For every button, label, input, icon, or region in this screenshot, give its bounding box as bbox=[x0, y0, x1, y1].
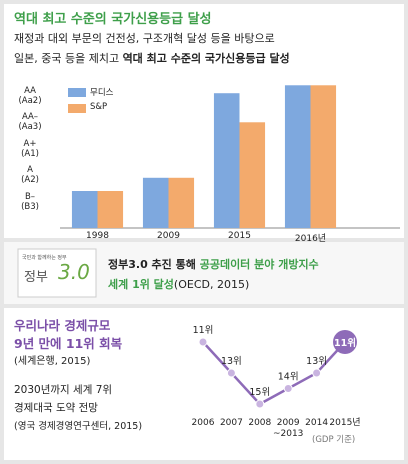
value-label: 11위 bbox=[193, 324, 214, 336]
desc-bold: 역대 최고 수준의 국가신용등급 달성 bbox=[122, 52, 290, 65]
legend-swatch bbox=[68, 104, 86, 113]
y-tick-label: AA– (Aa3) bbox=[18, 112, 42, 133]
bar bbox=[168, 177, 195, 228]
x-tick-label: 1998 bbox=[86, 231, 109, 241]
bar bbox=[310, 85, 337, 229]
logo-caption: 국민과 함께하는 정부 bbox=[22, 255, 67, 261]
title: 역대 최고 수준의 국가신용등급 달성 bbox=[14, 12, 212, 27]
point bbox=[255, 399, 265, 409]
logo-name: 정부 bbox=[24, 270, 48, 285]
y-tick-label: A (A2) bbox=[21, 165, 39, 186]
bottom-title: 9년 만에 11위 회복 bbox=[14, 336, 123, 351]
highlight-point bbox=[333, 330, 357, 354]
value-label: 13위 bbox=[221, 355, 242, 367]
middle-highlight: 공공데이터 분야 개방지수 bbox=[199, 258, 319, 271]
point bbox=[226, 368, 236, 378]
middle-highlight: 세계 1위 달성 bbox=[108, 278, 174, 291]
bar bbox=[71, 191, 98, 228]
desc-text: 일본, 중국 등을 제치고 bbox=[14, 52, 123, 65]
line bbox=[202, 341, 346, 406]
x-tick-label: 2015년 bbox=[329, 418, 361, 428]
x-tick-label: 2006 bbox=[191, 418, 215, 428]
desc-line: 재정과 대외 부문의 건전성, 구조개혁 달성 등을 바탕으로 bbox=[14, 32, 275, 45]
point bbox=[312, 368, 322, 378]
value-label: 15위 bbox=[249, 386, 270, 398]
logo-box bbox=[17, 248, 97, 298]
middle-line: 세계 1위 달성(OECD, 2015) bbox=[108, 276, 249, 292]
y-tick-label: AA (Aa2) bbox=[18, 85, 42, 106]
x-tick-label: 2008 bbox=[248, 418, 272, 428]
bar bbox=[97, 191, 124, 228]
x-tick-label: 2009 bbox=[157, 231, 180, 241]
annotation: (GDP 기준) bbox=[312, 435, 356, 445]
point bbox=[198, 337, 208, 347]
x-tick-label: 2014 bbox=[305, 418, 329, 428]
value-label: 14위 bbox=[278, 371, 299, 383]
bar bbox=[142, 177, 169, 228]
value-label: 13위 bbox=[306, 355, 327, 367]
legend-label: 무디스 bbox=[90, 88, 114, 98]
point bbox=[283, 384, 293, 393]
middle-text: 정부3.0 추진 통해 bbox=[108, 258, 200, 271]
y-tick-label: A+ (A1) bbox=[21, 138, 39, 159]
bottom-title: 우리나라 경제규모 bbox=[14, 318, 111, 333]
x-tick-label: 2009 ~2013 bbox=[272, 418, 304, 439]
bar bbox=[239, 122, 266, 228]
bar bbox=[213, 93, 240, 228]
value-label: 11위 bbox=[334, 337, 356, 349]
x-tick-label: 2016년 bbox=[294, 234, 327, 244]
x-tick-label: 2015 bbox=[228, 231, 251, 241]
top-panel bbox=[4, 4, 404, 238]
bottom-text: 경제대국 도약 전망 bbox=[14, 402, 98, 414]
middle-line: 정부3.0 추진 통해 공공데이터 분야 개방지수 bbox=[108, 256, 319, 272]
legend-label: S&P bbox=[90, 102, 108, 112]
middle-text: (OECD, 2015) bbox=[173, 278, 250, 291]
y-tick-label: B– (B3) bbox=[21, 191, 39, 212]
legend-swatch bbox=[68, 88, 86, 97]
bar bbox=[284, 85, 311, 229]
source: (세계은행, 2015) bbox=[14, 356, 91, 367]
x-tick-label: 2007 bbox=[219, 418, 243, 428]
logo-mark: 3.0 bbox=[58, 260, 90, 284]
bottom-text: 2030년까지 세계 7위 bbox=[14, 384, 113, 396]
desc-line: 일본, 중국 등을 제치고 역대 최고 수준의 국가신용등급 달성 bbox=[14, 50, 290, 66]
source: (영국 경제경영연구센터, 2015) bbox=[14, 421, 143, 432]
